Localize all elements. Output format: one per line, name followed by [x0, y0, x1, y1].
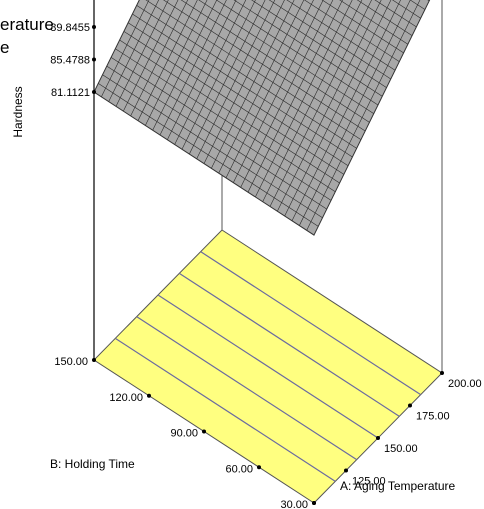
y-tick-1	[257, 465, 261, 470]
y-tick-4	[92, 358, 96, 362]
x-tick-label-3: 175.00	[416, 411, 450, 423]
mesh-line-b-18	[181, 0, 256, 150]
surface-fill	[93, 0, 431, 236]
mesh-line-b-20	[167, 0, 237, 140]
y-axis-label: B: Holding Time	[50, 457, 135, 471]
contour-line-2	[136, 316, 357, 461]
z-tick-1	[92, 57, 96, 62]
mesh-line-b-23	[145, 0, 208, 126]
mesh-line-b-21	[159, 0, 227, 136]
mesh-line-a-23	[356, 0, 413, 36]
z-tick-label-0: 81.1121	[51, 87, 90, 99]
x-tick-4	[440, 371, 444, 375]
contour-line-5	[200, 251, 421, 396]
mesh-line-b-22	[152, 0, 218, 131]
y-tick-label-0: 30.00	[280, 499, 308, 509]
x-tick-3	[408, 403, 412, 408]
mesh-line-b-27	[115, 0, 169, 107]
z-tick-label-2: 89.8455	[50, 22, 90, 34]
mesh-line-b-24	[137, 0, 198, 121]
floor-contour-lines	[115, 251, 421, 482]
y-tick-label-4: 150.00	[54, 356, 88, 368]
y-tick-label-2: 90.00	[170, 428, 198, 440]
z-tick-label-3: 94.2121	[50, 0, 90, 2]
mesh-line-a-24	[374, 0, 417, 28]
z-tick-2	[92, 24, 96, 29]
contour-line-4	[179, 272, 400, 417]
axis-labels: Hardness B: Holding Time A: Aging Temperat…	[11, 86, 456, 493]
mesh-line-a-16	[233, 0, 383, 97]
z-axis-label: Hardness	[11, 86, 25, 137]
mesh-line-b-19	[174, 0, 247, 145]
mesh-line-a-18	[268, 0, 391, 80]
mesh-line-b-15	[203, 0, 285, 164]
mesh-line-b-29	[101, 0, 150, 97]
response-surface	[93, 0, 431, 236]
y-tick-2	[202, 429, 206, 434]
mesh-line-a-21	[321, 0, 404, 54]
z-tick-0	[92, 90, 96, 94]
mesh-line-b-28	[108, 0, 159, 102]
mesh-line-a-17	[251, 0, 387, 88]
mesh-line-a-22	[339, 0, 409, 45]
x-tick-label-1: 125.00	[352, 476, 386, 488]
contour-line-3	[157, 294, 379, 439]
x-tick-label-2: 150.00	[384, 443, 418, 455]
mesh-line-a-20	[304, 0, 400, 62]
mesh-line-b-26	[123, 0, 179, 112]
x-tick-1	[344, 468, 348, 473]
chart-title-line-1: erature	[0, 15, 54, 34]
x-axis-label: A: Aging Temperature	[340, 479, 456, 493]
chart-title-line-2: e	[0, 38, 10, 57]
x-tick-label-4: 200.00	[448, 378, 482, 390]
x-tick-2	[376, 436, 380, 440]
mesh-line-a-19	[286, 0, 396, 71]
contour-line-1	[115, 337, 336, 482]
y-tick-3	[147, 393, 151, 398]
mesh-line-b-16	[196, 0, 276, 159]
y-tick-label-1: 60.00	[225, 463, 253, 475]
x-tick-0	[312, 501, 316, 505]
mesh-line-b-25	[130, 0, 189, 117]
z-tick-label-1: 85.4788	[50, 54, 90, 66]
mesh-line-b-17	[189, 0, 266, 155]
axis-ticks: 81.112185.478889.845594.212198.578830.00…	[50, 0, 481, 509]
y-tick-label-3: 120.00	[109, 392, 143, 404]
